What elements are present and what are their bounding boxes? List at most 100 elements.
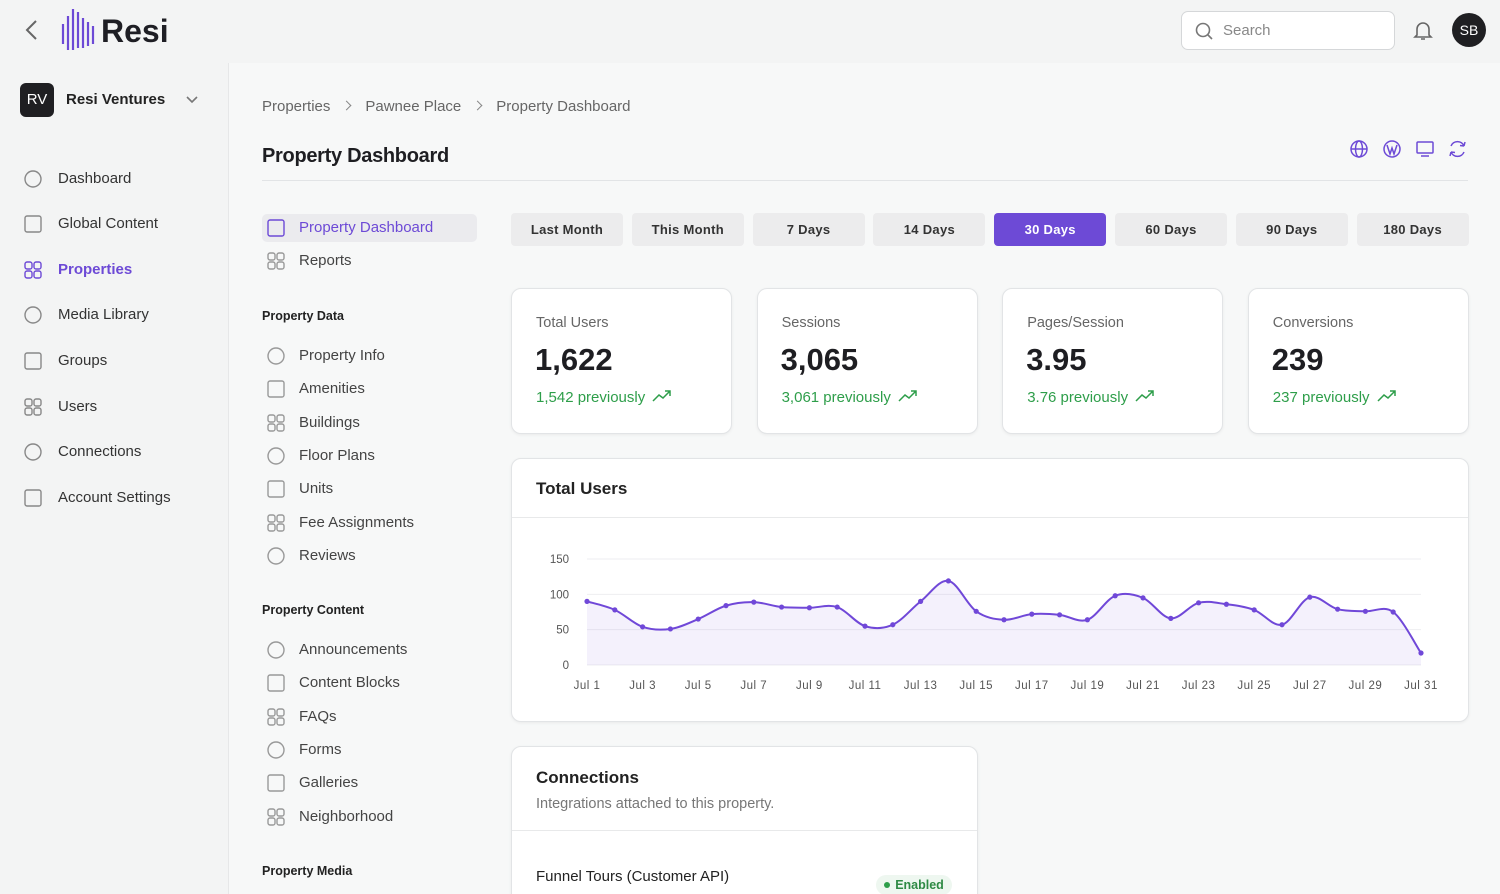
subnav-item[interactable]: Galleries	[299, 774, 359, 792]
subnav-item[interactable]: FAQs	[299, 707, 337, 725]
subnav-item[interactable]: Property Dashboard	[299, 219, 434, 236]
icon	[267, 547, 285, 565]
icon	[24, 215, 42, 233]
x-tick-label: Jul 5	[685, 680, 712, 692]
y-tick-label: 0	[563, 660, 569, 672]
icon	[267, 447, 285, 465]
point	[1196, 600, 1202, 606]
range-button[interactable]: Last Month	[511, 213, 623, 246]
subnav-item[interactable]: Content Blocks	[299, 674, 400, 692]
nav-item[interactable]: Properties	[58, 261, 133, 278]
subnav-item[interactable]: Fee Assignments	[299, 513, 415, 531]
stat-label: Total Users	[536, 315, 609, 331]
icon	[267, 252, 285, 270]
x-tick-label: Jul 3	[629, 680, 656, 692]
connections-card: Connections Integrations attached to thi…	[511, 746, 978, 894]
x-tick-label: Jul 21	[1126, 680, 1160, 692]
point	[640, 624, 646, 630]
range-button[interactable]: 180 Days	[1356, 213, 1469, 246]
preview-icon[interactable]	[1416, 141, 1434, 157]
trend-up-icon	[652, 390, 671, 402]
range-button[interactable]: 90 Days	[1235, 213, 1348, 246]
search-box[interactable]: Search	[1181, 11, 1395, 50]
x-tick-label: Jul 13	[904, 680, 938, 692]
subnav-item[interactable]: Units	[299, 480, 334, 498]
point	[1279, 622, 1285, 628]
breadcrumb-separator	[472, 100, 483, 111]
nav-item[interactable]: Connections	[58, 443, 142, 460]
sidebar	[0, 63, 229, 894]
subnav-item[interactable]: Forms	[299, 740, 342, 758]
point	[1418, 650, 1424, 656]
subnav-item[interactable]: Reports	[299, 252, 352, 269]
connection-name: Funnel Tours (Customer API)	[536, 868, 730, 885]
nav-item[interactable]: Global Content	[58, 215, 159, 232]
icon	[267, 513, 285, 532]
title-divider	[262, 180, 1468, 181]
stat-previous: 1,542 previously	[536, 389, 672, 406]
point	[723, 603, 729, 609]
nav-item[interactable]: Groups	[58, 352, 108, 369]
nav-item[interactable]: Users	[58, 398, 98, 415]
notifications[interactable]	[1411, 18, 1435, 42]
range-button[interactable]: 30 Days	[994, 213, 1107, 246]
icon	[267, 480, 285, 498]
breadcrumb-item[interactable]: Properties	[262, 98, 331, 115]
stat-card: Sessions 3,065 3,061 previously	[756, 288, 978, 434]
x-tick-label: Jul 27	[1293, 680, 1327, 692]
subnav-section-title: Property Content	[262, 603, 365, 617]
stat-label: Pages/Session	[1027, 315, 1124, 331]
x-tick-label: Jul 25	[1237, 680, 1271, 692]
icon	[24, 261, 42, 279]
subnav-item[interactable]: Property Info	[299, 347, 385, 364]
nav-item[interactable]: Media Library	[58, 306, 149, 323]
avatar[interactable]: SB	[1452, 13, 1486, 47]
x-tick-label: Jul 23	[1182, 680, 1216, 692]
icon	[267, 380, 285, 398]
icon	[267, 774, 285, 792]
stat-label: Conversions	[1272, 315, 1354, 331]
breadcrumb-separator	[341, 100, 352, 111]
range-button[interactable]: 14 Days	[873, 213, 986, 246]
icon	[267, 413, 285, 432]
y-tick-label: 50	[556, 625, 569, 637]
wordpress-icon[interactable]	[1383, 140, 1401, 158]
subnav-item[interactable]: Floor Plans	[299, 446, 375, 464]
stat-value: 3.95	[1026, 342, 1087, 377]
logo-area: Resi	[25, 9, 169, 50]
range-button[interactable]: This Month	[631, 213, 744, 246]
org-name[interactable]: Resi Ventures	[66, 91, 166, 108]
y-tick-label: 100	[550, 589, 569, 601]
point	[751, 599, 757, 605]
x-tick-label: Jul 19	[1071, 680, 1105, 692]
subnav-item[interactable]: Buildings	[299, 413, 360, 431]
nav-item[interactable]: Dashboard	[58, 170, 132, 187]
breadcrumb-item: Property Dashboard	[496, 98, 631, 115]
chart-title: Total Users	[536, 479, 628, 498]
x-tick-label: Jul 9	[796, 680, 823, 692]
subnav-item[interactable]: Neighborhood	[299, 807, 394, 825]
icon	[267, 707, 285, 726]
point	[1390, 609, 1396, 615]
x-tick-label: Jul 11	[849, 680, 882, 692]
point	[918, 598, 924, 604]
org-chevron[interactable]	[185, 94, 199, 106]
icon	[267, 641, 285, 659]
subnav-item[interactable]: Reviews	[299, 546, 356, 564]
range-button[interactable]: 60 Days	[1115, 213, 1227, 246]
subnav-item[interactable]: Announcements	[299, 641, 408, 658]
sync-icon[interactable]	[1449, 140, 1466, 158]
back-button[interactable]	[25, 20, 37, 40]
stat-label: Sessions	[781, 315, 841, 331]
subnav-item[interactable]: Amenities	[299, 380, 365, 398]
nav-item[interactable]: Account Settings	[58, 489, 171, 506]
area	[587, 580, 1421, 665]
breadcrumb-item[interactable]: Pawnee Place	[365, 98, 462, 115]
point	[1362, 608, 1368, 614]
x-tick-label: Jul 7	[740, 680, 767, 692]
chart-card: Total Users 0 50 100 150 Jul 1 Jul 3 Jul 5 Jul …	[511, 458, 1469, 722]
icon	[24, 443, 42, 461]
active-subnav-bg	[262, 214, 477, 242]
web-icon[interactable]	[1350, 140, 1368, 158]
range-button[interactable]: 7 Days	[752, 213, 865, 246]
